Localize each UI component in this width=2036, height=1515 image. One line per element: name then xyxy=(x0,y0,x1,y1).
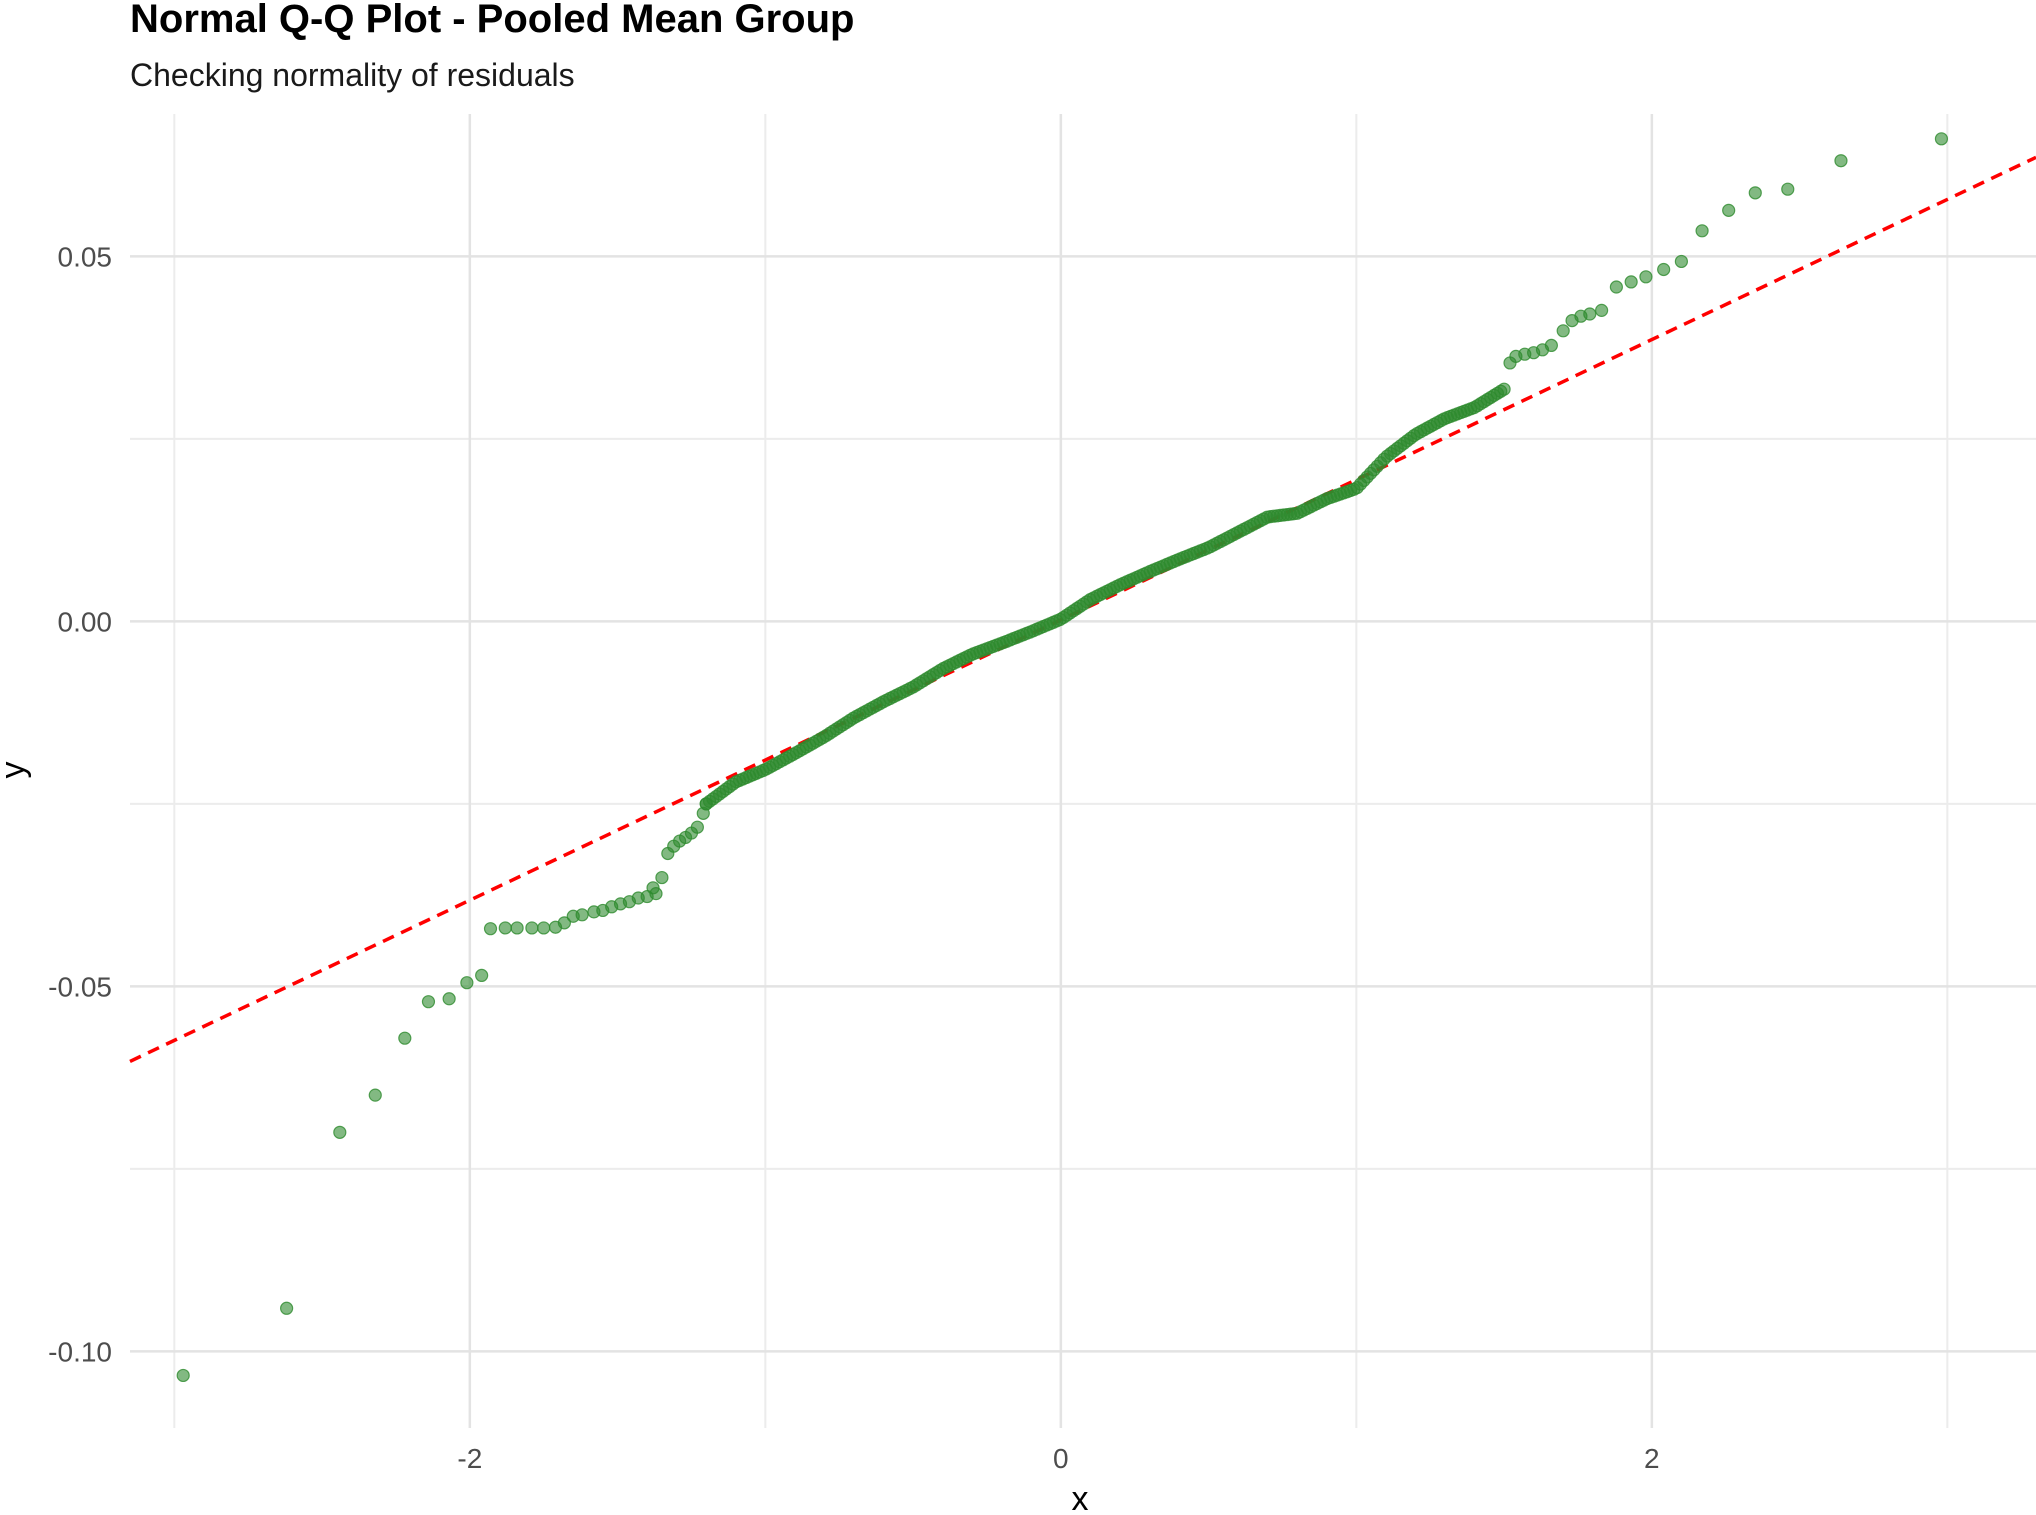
data-point xyxy=(368,1088,382,1102)
data-point xyxy=(1695,224,1709,238)
data-point xyxy=(557,916,571,930)
data-point xyxy=(398,1031,412,1045)
data-point xyxy=(1722,203,1736,217)
data-point xyxy=(699,797,713,811)
x-tick-label: 2 xyxy=(1644,1443,1660,1474)
minor-gridlines xyxy=(130,114,2036,1428)
y-tick-label: 0.00 xyxy=(58,606,113,637)
reference-line-layer xyxy=(129,155,2036,1063)
data-point xyxy=(280,1301,294,1315)
data-point xyxy=(1639,270,1653,284)
x-tick-label: 0 xyxy=(1053,1443,1069,1474)
data-point xyxy=(483,922,498,936)
data-point xyxy=(421,995,436,1009)
data-point xyxy=(575,908,589,922)
data-point xyxy=(510,921,524,935)
data-point xyxy=(1609,280,1623,294)
data-point xyxy=(1624,275,1638,289)
data-point xyxy=(442,992,456,1006)
data-point xyxy=(646,881,660,895)
data-point xyxy=(1934,132,1949,146)
y-axis-ticks: -0.10 -0.05 0.00 0.05 xyxy=(48,241,112,1367)
data-points xyxy=(176,132,1949,1383)
data-point xyxy=(1497,382,1511,396)
major-gridlines xyxy=(130,114,2036,1428)
data-point xyxy=(1657,262,1671,277)
data-point xyxy=(1583,307,1597,321)
x-axis-ticks: -2 0 2 xyxy=(457,1443,1659,1474)
x-tick-label: -2 xyxy=(457,1443,482,1474)
data-point xyxy=(655,870,669,885)
data-point xyxy=(176,1368,190,1383)
reference-line xyxy=(129,155,2036,1063)
data-point xyxy=(333,1125,347,1139)
chart-title: Normal Q-Q Plot - Pooled Mean Group xyxy=(130,0,854,41)
chart-subtitle: Checking normality of residuals xyxy=(130,57,575,93)
x-axis-label: x xyxy=(1072,1480,1089,1515)
data-point xyxy=(1834,154,1848,168)
data-point xyxy=(525,921,539,935)
data-point xyxy=(1595,303,1609,317)
data-point xyxy=(1748,186,1762,200)
y-tick-label: 0.05 xyxy=(58,241,113,272)
data-point xyxy=(1674,254,1688,269)
data-point xyxy=(690,820,704,834)
data-point xyxy=(1781,182,1795,196)
data-point xyxy=(1556,324,1570,338)
y-tick-label: -0.05 xyxy=(48,971,112,1002)
data-point xyxy=(460,976,474,990)
data-point xyxy=(1544,338,1558,353)
data-point xyxy=(537,921,551,935)
y-axis-label: y xyxy=(0,762,32,779)
y-tick-label: -0.10 xyxy=(48,1336,112,1367)
data-point xyxy=(498,921,512,935)
data-point xyxy=(475,968,489,983)
